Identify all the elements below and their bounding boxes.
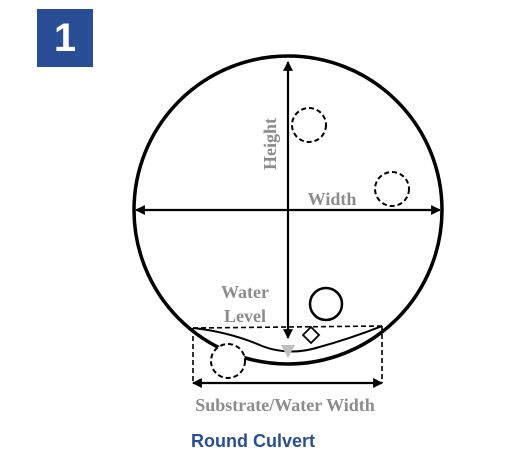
rock-upper <box>291 107 327 143</box>
substrate-water-width-label: Substrate/Water Width <box>195 395 375 415</box>
water-level-marker <box>301 325 321 345</box>
diagram-caption: Round Culvert <box>191 431 315 451</box>
water-level-label-line1: Water <box>221 282 269 302</box>
height-label: Height <box>260 118 280 170</box>
width-label: Width <box>308 189 357 209</box>
step-number-badge: 1 <box>37 9 93 67</box>
boulder <box>308 286 344 322</box>
culvert-outline <box>132 54 444 366</box>
rock-right <box>374 171 410 207</box>
water-level-label-line2: Level <box>224 306 266 326</box>
rock-bottom-left <box>210 343 246 379</box>
step-number-label: 1 <box>53 15 77 60</box>
water-level-arrow <box>281 345 295 358</box>
